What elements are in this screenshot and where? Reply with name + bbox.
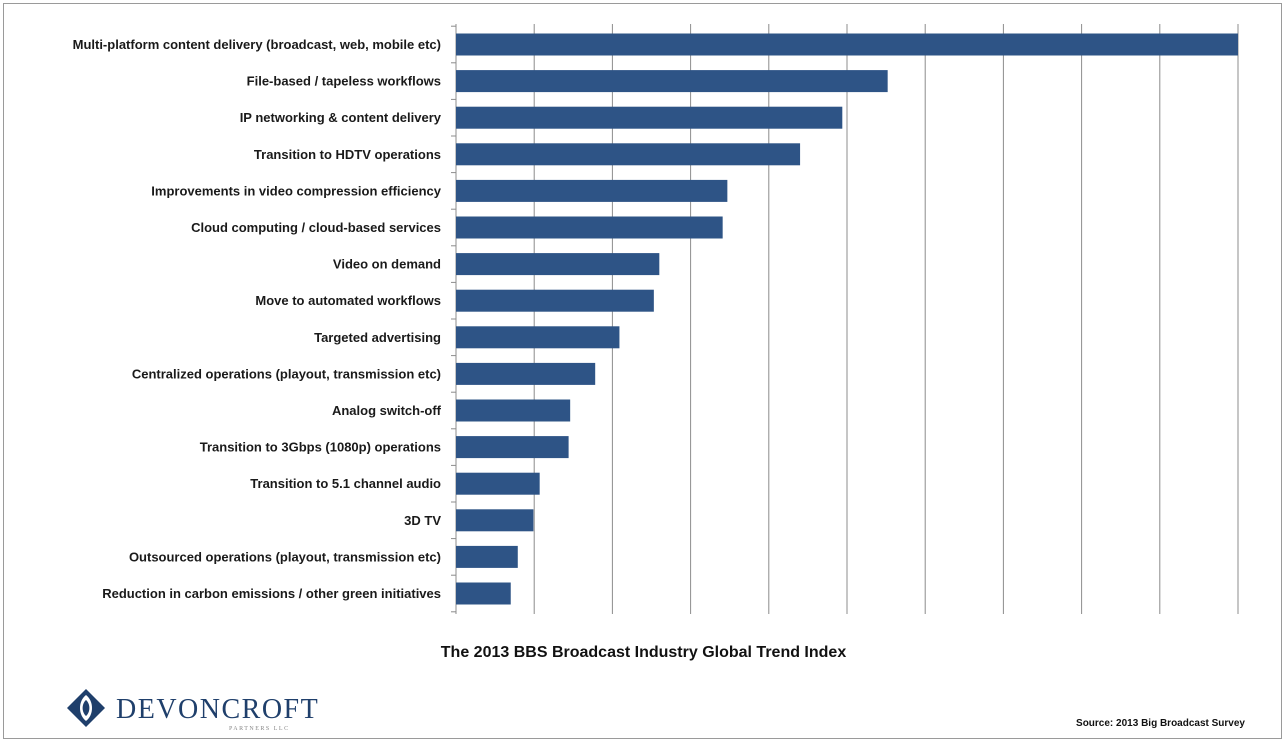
bar — [456, 289, 654, 312]
category-label: Transition to 3Gbps (1080p) operations — [200, 440, 441, 455]
devoncroft-logo: DEVONCROFT PARTNERS LLC — [64, 686, 334, 734]
bar — [456, 399, 571, 422]
bar — [456, 472, 540, 495]
bar — [456, 582, 511, 605]
bar — [456, 143, 801, 166]
category-label: Transition to 5.1 channel audio — [250, 476, 441, 491]
bar — [456, 70, 888, 93]
category-label: Move to automated workflows — [255, 293, 441, 308]
source-note: Source: 2013 Big Broadcast Survey — [1076, 718, 1245, 729]
bar — [456, 216, 723, 239]
category-label: File-based / tapeless workflows — [247, 74, 441, 89]
bar — [456, 436, 569, 459]
category-label: Cloud computing / cloud-based services — [191, 220, 441, 235]
category-label: Video on demand — [333, 257, 441, 272]
category-labels: Multi-platform content delivery (broadca… — [73, 37, 442, 601]
chart-title: The 2013 BBS Broadcast Industry Global T… — [440, 644, 847, 661]
diamond-logo-icon — [67, 689, 105, 727]
category-label: Multi-platform content delivery (broadca… — [73, 37, 441, 52]
category-label: Transition to HDTV operations — [254, 147, 441, 162]
bars — [456, 33, 1238, 605]
category-label: Reduction in carbon emissions / other gr… — [102, 586, 441, 601]
category-label: Outsourced operations (playout, transmis… — [129, 549, 441, 564]
category-label: Targeted advertising — [314, 330, 441, 345]
bar — [456, 33, 1238, 56]
category-label: 3D TV — [404, 513, 441, 528]
logo-name: DEVONCROFT — [116, 694, 320, 725]
category-label: Centralized operations (playout, transmi… — [132, 366, 441, 381]
category-label: Improvements in video compression effici… — [151, 183, 441, 198]
category-label: IP networking & content delivery — [240, 110, 442, 125]
logo-subtitle: PARTNERS LLC — [229, 726, 290, 732]
bar — [456, 509, 534, 532]
bar — [456, 326, 620, 349]
bar — [456, 362, 596, 385]
bar — [456, 253, 660, 276]
bar — [456, 179, 728, 202]
bar — [456, 545, 518, 568]
category-label: Analog switch-off — [332, 403, 442, 418]
bar — [456, 106, 843, 129]
